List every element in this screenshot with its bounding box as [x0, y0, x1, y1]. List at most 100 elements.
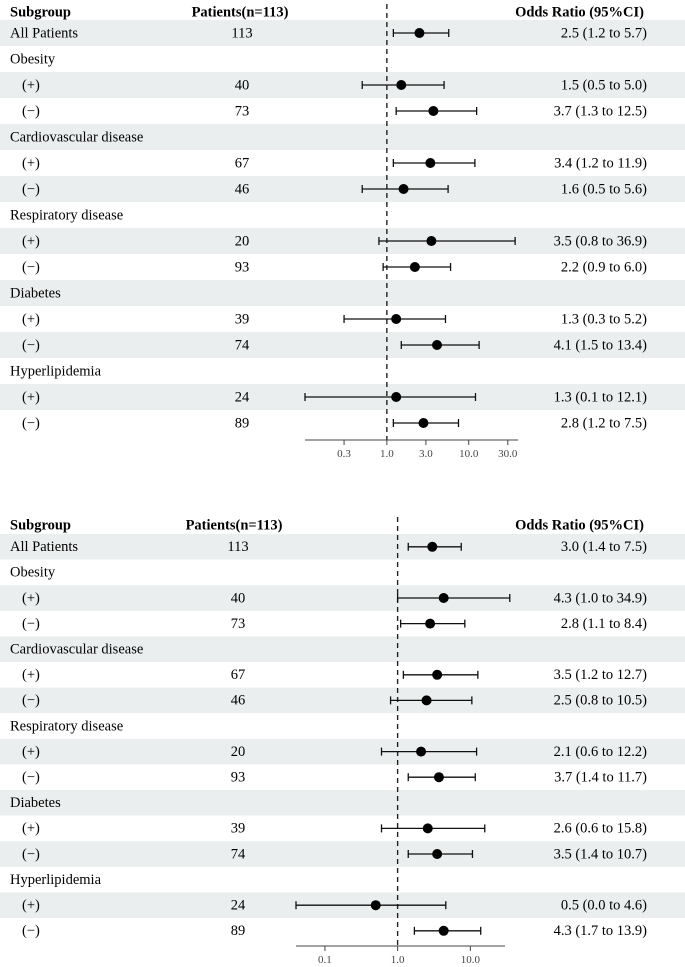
x-tick-label: 3.0	[419, 448, 433, 460]
subgroup-level-label: (+)	[22, 590, 40, 606]
patients-count: 40	[235, 77, 250, 93]
row-shade	[0, 790, 685, 816]
subgroup-label: All Patients	[10, 539, 78, 555]
subgroup-label: Cardiovascular disease	[10, 642, 143, 658]
header-odds-ratio: Odds Ratio (95%CI)	[515, 517, 644, 533]
subgroup-level-label: (−)	[22, 103, 40, 119]
header-odds-ratio: Odds Ratio (95%CI)	[515, 4, 644, 20]
subgroup-level-label: (−)	[22, 415, 40, 431]
row-shade	[0, 332, 685, 358]
point-estimate	[428, 106, 439, 116]
patients-count: 24	[235, 389, 250, 405]
row-shade	[0, 228, 685, 254]
odds-ratio-text: 2.1 (0.6 to 12.2)	[554, 744, 648, 760]
point-estimate	[432, 340, 443, 350]
point-estimate	[391, 392, 402, 402]
patients-count: 67	[235, 155, 250, 171]
subgroup-level-label: (+)	[22, 821, 40, 837]
patients-count: 73	[235, 103, 250, 119]
odds-ratio-text: 1.3 (0.3 to 5.2)	[561, 311, 647, 327]
odds-ratio-text: 3.5 (0.8 to 36.9)	[554, 233, 648, 249]
odds-ratio-text: 4.1 (1.5 to 13.4)	[554, 337, 648, 353]
point-estimate	[422, 823, 433, 834]
row-shade	[0, 20, 685, 46]
odds-ratio-text: 3.7 (1.4 to 11.7)	[554, 770, 647, 786]
header-patients: Patients(n=113)	[192, 4, 289, 20]
odds-ratio-text: 3.5 (1.2 to 12.7)	[554, 667, 648, 683]
patients-count: 113	[231, 25, 252, 41]
point-estimate	[418, 418, 429, 428]
point-estimate	[414, 28, 425, 38]
row-shade	[0, 841, 685, 867]
subgroup-level-label: (+)	[22, 898, 40, 914]
point-estimate	[432, 849, 443, 859]
subgroup-level-label: (−)	[22, 693, 40, 709]
subgroup-level-label: (+)	[22, 667, 40, 683]
patients-count: 39	[231, 821, 246, 837]
forest-panel-2: Subgroup Patients(n=113) Odds Ratio (95%CI…	[0, 517, 685, 966]
subgroup-label: Hyperlipidemia	[10, 872, 102, 888]
odds-ratio-text: 3.7 (1.3 to 12.5)	[554, 103, 648, 119]
odds-ratio-text: 2.8 (1.1 to 8.4)	[561, 616, 647, 632]
x-tick-label: 10.0	[461, 954, 481, 966]
patients-count: 46	[235, 181, 250, 197]
row-shade	[0, 176, 685, 202]
subgroup-label: Diabetes	[10, 795, 61, 811]
subgroup-label: Obesity	[10, 51, 56, 67]
row-shade	[0, 280, 685, 306]
subgroup-label: Diabetes	[10, 285, 61, 301]
subgroup-level-label: (−)	[22, 259, 40, 275]
subgroup-label: Obesity	[10, 565, 56, 581]
x-tick-label: 1.0	[391, 954, 405, 966]
odds-ratio-text: 1.6 (0.5 to 5.6)	[561, 181, 647, 197]
odds-ratio-text: 1.3 (0.1 to 12.1)	[554, 389, 648, 405]
subgroup-level-label: (+)	[22, 744, 40, 760]
odds-ratio-text: 2.8 (1.2 to 7.5)	[561, 415, 647, 431]
patients-count: 67	[231, 667, 246, 683]
odds-ratio-text: 2.5 (0.8 to 10.5)	[554, 693, 648, 709]
row-shade	[0, 636, 685, 662]
forest-panel-1: Subgroup Patients(n=113) Odds Ratio (95%CI…	[0, 4, 685, 460]
subgroup-level-label: (+)	[22, 155, 40, 171]
row-shade	[0, 687, 685, 714]
subgroup-level-label: (−)	[22, 923, 40, 939]
x-tick-label: 30.0	[498, 448, 518, 460]
subgroup-level-label: (−)	[22, 846, 40, 862]
patients-count: 89	[231, 923, 246, 939]
odds-ratio-text: 3.0 (1.4 to 7.5)	[561, 539, 647, 555]
patients-count: 74	[231, 846, 246, 862]
odds-ratio-text: 2.2 (0.9 to 6.0)	[561, 259, 647, 275]
point-estimate	[396, 80, 407, 90]
row-shade	[0, 738, 685, 765]
odds-ratio-text: 3.5 (1.4 to 10.7)	[554, 846, 648, 862]
subgroup-label: Hyperlipidemia	[10, 363, 102, 379]
odds-ratio-text: 0.5 (0.0 to 4.6)	[561, 898, 647, 914]
point-estimate	[409, 262, 420, 272]
subgroup-label: All Patients	[10, 25, 78, 41]
x-tick-label: 1.0	[380, 448, 394, 460]
x-tick-label: 10.0	[459, 448, 479, 460]
point-estimate	[425, 158, 436, 168]
row-shade	[0, 72, 685, 98]
header-subgroup: Subgroup	[10, 517, 71, 533]
point-estimate	[421, 695, 432, 706]
odds-ratio-text: 4.3 (1.0 to 34.9)	[554, 590, 648, 606]
x-tick-label: 0.1	[318, 954, 332, 966]
row-shade	[0, 124, 685, 150]
point-estimate	[427, 541, 438, 552]
odds-ratio-text: 3.4 (1.2 to 11.9)	[554, 155, 647, 171]
subgroup-label: Respiratory disease	[10, 718, 123, 734]
patients-count: 39	[235, 311, 250, 327]
point-estimate	[438, 925, 449, 936]
point-estimate	[398, 184, 409, 194]
header-subgroup: Subgroup	[10, 4, 71, 20]
point-estimate	[391, 314, 402, 324]
subgroup-level-label: (+)	[22, 77, 40, 93]
patients-count: 24	[231, 898, 246, 914]
patients-count: 113	[227, 539, 248, 555]
point-estimate	[433, 772, 444, 783]
odds-ratio-text: 2.5 (1.2 to 5.7)	[561, 25, 647, 41]
subgroup-level-label: (−)	[22, 770, 40, 786]
point-estimate	[438, 593, 449, 603]
